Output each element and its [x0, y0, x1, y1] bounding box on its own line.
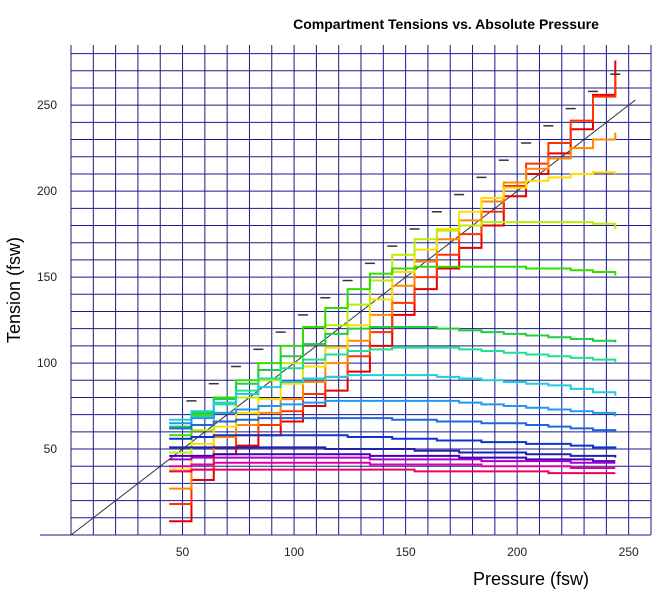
chart-title: Compartment Tensions vs. Absolute Pressu…: [293, 16, 599, 32]
y-tick-label: 100: [37, 356, 57, 370]
y-tick-label: 50: [44, 442, 58, 456]
x-tick-label: 200: [507, 545, 527, 559]
y-tick-label: 200: [37, 184, 57, 198]
x-axis-title: Pressure (fsw): [473, 569, 589, 589]
y-tick-label: 250: [37, 98, 57, 112]
series-line-12: [169, 434, 617, 450]
y-axis-title: Tension (fsw): [4, 237, 24, 343]
series-line-9: [169, 374, 617, 421]
series-line-16: [169, 461, 616, 469]
series-line-14: [169, 453, 616, 463]
series-line-8: [169, 346, 617, 430]
x-tick-label: 250: [619, 545, 639, 559]
ceiling-markers: [186, 73, 621, 402]
identity-line: [70, 99, 636, 536]
x-tick-label: 150: [396, 545, 416, 559]
series-line-17: [169, 468, 616, 475]
y-tick-labels: 50 100 150 200 250: [37, 98, 57, 456]
series-group: [169, 60, 617, 523]
series-line-15: [169, 456, 616, 464]
series-line-7: [169, 325, 617, 428]
y-tick-label: 150: [37, 270, 57, 284]
x-tick-label: 100: [284, 545, 304, 559]
series-line-10: [169, 399, 617, 425]
series-line-13: [169, 446, 617, 458]
x-tick-label: 50: [176, 545, 190, 559]
series-line-11: [169, 417, 617, 432]
x-tick-labels: 50 100 150 200 250: [176, 545, 639, 559]
